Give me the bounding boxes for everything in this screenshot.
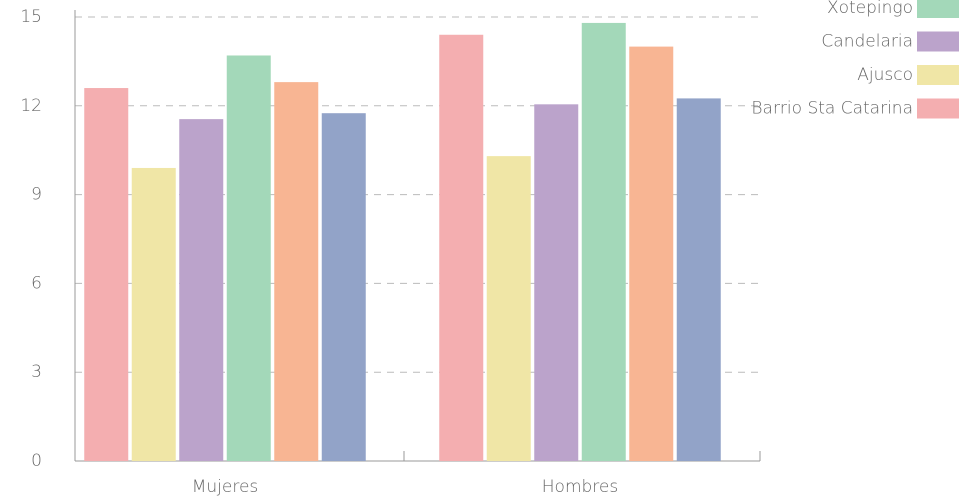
legend-swatch xyxy=(917,31,959,52)
legend-label: Candelaria xyxy=(821,32,913,52)
x-tick-label: Hombres xyxy=(542,477,618,497)
bar xyxy=(629,46,674,461)
legend-swatch xyxy=(917,0,959,18)
y-tick-label: 0 xyxy=(31,451,42,471)
y-tick-label: 12 xyxy=(20,96,42,116)
bar xyxy=(676,98,721,462)
y-tick-label: 9 xyxy=(31,185,42,205)
bar xyxy=(486,156,531,461)
bar xyxy=(84,88,129,461)
legend-label: Xotepingo xyxy=(827,0,913,18)
legend-label: Barrio Sta Catarina xyxy=(751,99,913,119)
bar xyxy=(274,82,319,462)
y-tick-label: 6 xyxy=(31,273,42,293)
legend-label: Ajusco xyxy=(857,65,913,85)
y-tick-label: 15 xyxy=(20,7,42,27)
bar xyxy=(321,113,366,461)
bar xyxy=(131,167,176,461)
y-tick-label: 3 xyxy=(31,362,42,382)
bar xyxy=(534,104,579,461)
legend-swatch xyxy=(917,65,959,85)
x-tick-label: Mujeres xyxy=(192,477,259,497)
bar xyxy=(179,119,224,462)
bar xyxy=(226,55,271,461)
legend-swatch xyxy=(917,98,959,119)
bar xyxy=(439,34,484,461)
bar xyxy=(581,22,626,461)
